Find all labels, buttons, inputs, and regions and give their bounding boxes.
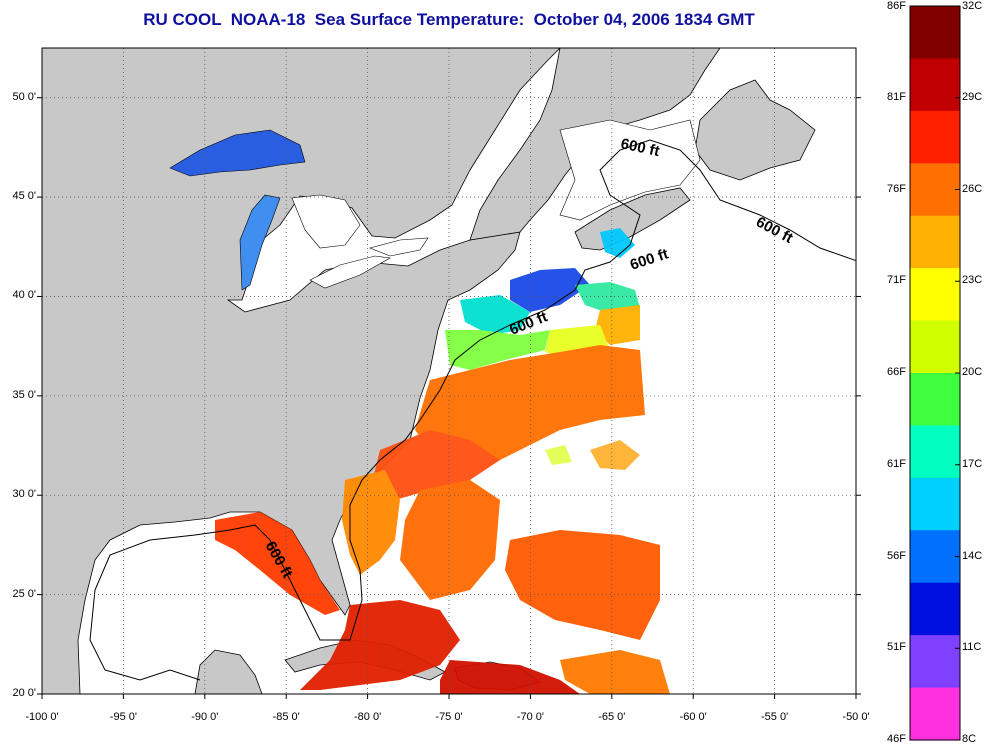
colorbar-celsius-label: 14C (962, 549, 983, 562)
colorbar-swatch (910, 582, 960, 636)
lon-tick-label: -80 0' (354, 711, 382, 723)
colorbar-celsius-label: 26C (962, 182, 983, 195)
colorbar-frame (909, 5, 961, 741)
lake-ontario (369, 237, 429, 257)
colorbar-fahrenheit-label: 51F (887, 641, 906, 654)
colorbar-celsius-label: 8C (962, 733, 977, 745)
colorbar-fahrenheit-label: 86F (887, 0, 906, 12)
colorbar-swatch (910, 635, 960, 689)
colorbar-swatch (910, 268, 960, 322)
lake-michigan (239, 194, 281, 291)
colorbar-celsius-label: 32C (962, 0, 983, 12)
lat-tick-label: 25 0' (12, 587, 36, 600)
lake-superior (169, 129, 306, 177)
colorbar-celsius-label: 29C (962, 90, 983, 103)
lon-tick-label: -60 0' (679, 711, 707, 723)
lat-tick-label: 40 0' (12, 289, 36, 302)
land-north-america (42, 48, 561, 694)
sst-data-layer (215, 228, 670, 694)
colorbar-celsius-label: 11C (962, 641, 982, 654)
colorbar-fahrenheit-label: 56F (887, 549, 906, 562)
colorbar-celsius-label: 20C (962, 366, 983, 378)
land-canada-east (469, 48, 721, 241)
colorbar-swatch (910, 6, 960, 60)
lat-tick-label: 45 0' (12, 190, 36, 203)
lon-tick-label: -75 0' (435, 711, 463, 723)
colorbar-swatch (910, 687, 960, 741)
lon-tick-label: -95 0' (109, 711, 137, 723)
land-newfoundland (694, 79, 816, 181)
lat-tick-label: 50 0' (12, 90, 36, 103)
colorbar-swatch (910, 215, 960, 269)
lake-erie (309, 255, 391, 289)
map-title: RU COOL NOAA-18 Sea Surface Temperature:… (143, 10, 755, 29)
lon-tick-label: -85 0' (272, 711, 300, 723)
colorbar-fahrenheit-label: 46F (887, 733, 906, 745)
lat-tick-label: 30 0' (12, 488, 36, 501)
lon-tick-label: -70 0' (516, 711, 544, 723)
colorbar-celsius-label: 23C (962, 274, 983, 287)
colorbar-swatch (910, 58, 960, 112)
contour-600ft (89, 139, 856, 681)
lon-tick-label: -55 0' (761, 711, 789, 723)
colorbar-swatch (910, 425, 960, 479)
colorbar (910, 5, 960, 741)
colorbar-celsius-label: 17C (962, 457, 983, 470)
colorbar-swatch (910, 477, 960, 531)
lon-tick-label: -90 0' (191, 711, 219, 723)
colorbar-swatch (910, 163, 960, 217)
lat-tick-label: 35 0' (12, 388, 36, 401)
colorbar-swatch (910, 373, 960, 427)
colorbar-fahrenheit-label: 71F (887, 274, 906, 287)
lon-tick-label: -100 0' (25, 711, 59, 723)
colorbar-swatch (910, 110, 960, 164)
colorbar-fahrenheit-label: 66F (887, 366, 906, 378)
lon-tick-label: -65 0' (598, 711, 626, 723)
lat-tick-label: 20 0' (12, 687, 36, 699)
colorbar-swatch (910, 530, 960, 584)
land-yucatan (194, 649, 263, 694)
colorbar-swatch (910, 320, 960, 374)
lake-huron (291, 194, 361, 249)
colorbar-fahrenheit-label: 81F (887, 90, 906, 103)
lon-tick-label: -50 0' (842, 711, 870, 723)
colorbar-fahrenheit-label: 76F (887, 182, 906, 195)
colorbar-fahrenheit-label: 61F (887, 457, 906, 470)
